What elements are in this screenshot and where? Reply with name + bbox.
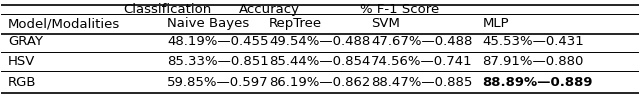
Text: 87.91%—0.880: 87.91%—0.880 (483, 55, 584, 68)
Text: % F-1 Score: % F-1 Score (360, 3, 439, 16)
Text: SVM: SVM (371, 18, 400, 30)
Text: Classification: Classification (123, 3, 211, 16)
Text: Accuracy: Accuracy (239, 3, 300, 16)
Text: 86.19%—0.862: 86.19%—0.862 (269, 76, 371, 89)
Text: MLP: MLP (483, 18, 509, 30)
Text: RepTree: RepTree (269, 18, 322, 30)
Text: RGB: RGB (8, 76, 36, 89)
Text: 88.89%—0.889: 88.89%—0.889 (483, 76, 593, 89)
Text: HSV: HSV (8, 55, 35, 68)
Text: 48.19%—0.455: 48.19%—0.455 (167, 35, 269, 48)
Text: 47.67%—0.488: 47.67%—0.488 (371, 35, 472, 48)
Text: 85.33%—0.851: 85.33%—0.851 (167, 55, 269, 68)
Text: 74.56%—0.741: 74.56%—0.741 (371, 55, 472, 68)
Text: 45.53%—0.431: 45.53%—0.431 (483, 35, 584, 48)
Text: 49.54%—0.488: 49.54%—0.488 (269, 35, 371, 48)
Text: Model/Modalities: Model/Modalities (8, 18, 120, 30)
Text: GRAY: GRAY (8, 35, 43, 48)
Text: 59.85%—0.597: 59.85%—0.597 (167, 76, 269, 89)
Text: 88.47%—0.885: 88.47%—0.885 (371, 76, 472, 89)
Text: 85.44%—0.854: 85.44%—0.854 (269, 55, 371, 68)
Text: Naive Bayes: Naive Bayes (167, 18, 250, 30)
